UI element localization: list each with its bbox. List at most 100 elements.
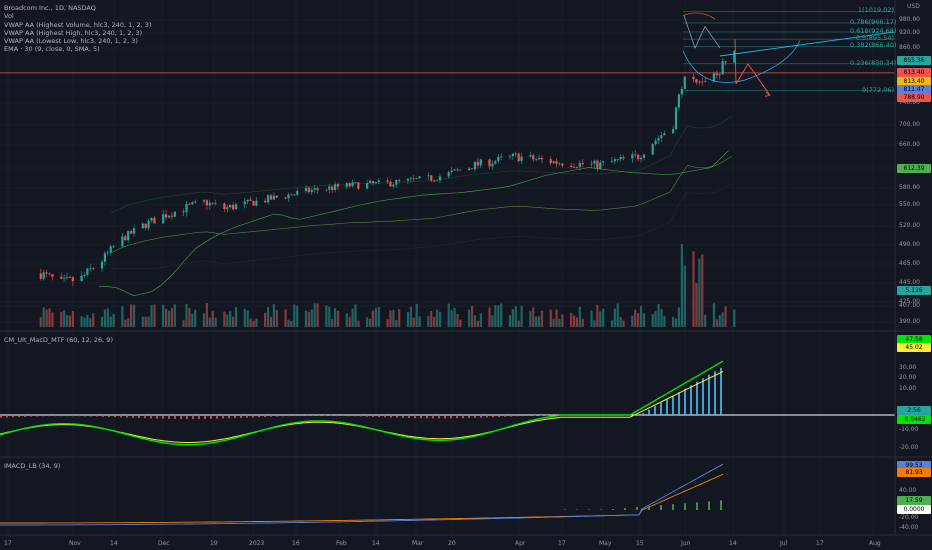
- macd-tick-label: 10.00: [899, 385, 917, 392]
- candle-body: [578, 162, 581, 168]
- candle-body: [60, 276, 63, 279]
- volume-bar: [354, 304, 357, 327]
- vwap-lower: [110, 183, 732, 270]
- macd-histogram-bar: [180, 415, 182, 420]
- volume-bar: [100, 316, 104, 327]
- fib-level-label: 0.5(895.54): [855, 34, 894, 43]
- candle-body: [680, 88, 683, 95]
- volume-bar: [596, 304, 599, 327]
- price-tick-label: 407.00: [899, 302, 920, 309]
- currency-label[interactable]: USD: [907, 3, 920, 10]
- volume-bar: [590, 310, 593, 327]
- macd-histogram-bar: [408, 415, 410, 419]
- volume-bar: [71, 310, 74, 327]
- macd-histogram-bar: [312, 415, 314, 416]
- imacd-title[interactable]: IMACD_LB (34, 9): [4, 462, 61, 470]
- price-badge: 612.39: [897, 164, 931, 173]
- volume-bar: [368, 318, 372, 327]
- candle-body: [106, 252, 109, 254]
- volume-bar: [433, 316, 436, 327]
- price-badge: 17.59: [897, 496, 931, 505]
- legend-ema[interactable]: EMA · 30 (9, close, 0, SMA, 5): [4, 45, 100, 54]
- volume-bar: [147, 316, 150, 327]
- macd-histogram-bar: [84, 415, 86, 417]
- volume-bar: [715, 319, 718, 327]
- time-tick-label: 14: [729, 540, 737, 547]
- candle-body: [415, 178, 418, 180]
- volume-bar: [211, 310, 214, 327]
- candle-body: [307, 187, 310, 193]
- volume-bar: [575, 317, 579, 327]
- macd-histogram-bar: [12, 415, 14, 418]
- candle-body: [639, 157, 643, 160]
- legend-title[interactable]: Broadcom Inc., 1D, NASDAQ: [4, 4, 96, 12]
- volume-bar: [167, 310, 171, 327]
- imacd-tick-label: 40.00: [899, 487, 917, 494]
- macd-histogram-bar: [666, 399, 668, 415]
- pane-separators[interactable]: [0, 0, 932, 536]
- legend-volume[interactable]: Vol: [4, 12, 14, 21]
- macd-histogram-bar: [24, 415, 26, 417]
- macd-histogram-bar: [222, 415, 224, 419]
- candle-body: [561, 163, 564, 166]
- volume-bar: [194, 309, 197, 327]
- macd-histogram-bar: [438, 415, 440, 419]
- imacd-histogram-bar: [588, 509, 590, 510]
- macd-histogram-bar: [360, 415, 362, 417]
- macd-histogram-bar: [108, 415, 110, 417]
- macd-histogram-bar: [516, 415, 518, 417]
- macd-title[interactable]: CM_Ult_MacD_MTF (60, 12, 26, 9): [4, 336, 113, 344]
- candle-body: [214, 203, 217, 205]
- imacd-histogram-bar: [564, 509, 566, 510]
- candle-body: [616, 159, 619, 160]
- volume-bar: [677, 307, 681, 327]
- candle-body: [479, 159, 482, 166]
- macd-signal-line: [0, 370, 724, 443]
- macd-tick-label: 20.00: [899, 374, 917, 381]
- candle-body: [80, 275, 83, 282]
- volume-bar: [651, 314, 654, 327]
- macd-histogram-bar: [426, 415, 428, 419]
- candle-body: [191, 202, 194, 205]
- volume-bar: [357, 320, 360, 327]
- volume-bar: [106, 308, 109, 327]
- candle-body: [447, 172, 450, 177]
- macd-histogram-bar: [54, 415, 56, 417]
- candle-body: [389, 181, 392, 187]
- candle-body: [438, 176, 442, 181]
- candle-body: [272, 195, 276, 200]
- macd-histogram-bar: [372, 415, 374, 417]
- volume-bar: [532, 307, 535, 327]
- volume-bar: [561, 314, 564, 327]
- macd-histogram-bar: [702, 378, 704, 415]
- candle-body: [103, 253, 107, 262]
- candle-body: [593, 160, 596, 164]
- time-tick-label: 17: [4, 540, 12, 547]
- candle-body: [575, 167, 579, 168]
- candle-body: [631, 154, 634, 159]
- volume-bar: [208, 317, 211, 327]
- candle-body: [698, 81, 701, 83]
- top-arc: [682, 12, 716, 20]
- macd-histogram-bar: [276, 415, 278, 417]
- macd-histogram-bar: [456, 415, 458, 419]
- legend-vwap-high[interactable]: VWAP AA (Highest High, hlc3, 240, 1, 2, …: [4, 28, 143, 37]
- legend-vwap-volume[interactable]: VWAP AA (Highest Volume, hlc3, 240, 1, 2…: [4, 20, 152, 29]
- legend-vwap-low[interactable]: VWAP AA (Lowest Low, hlc3, 240, 1, 2, 3): [4, 37, 138, 46]
- candle-body: [243, 201, 246, 205]
- candle-body: [695, 79, 698, 83]
- macd-histogram-bar: [504, 415, 506, 417]
- macd-histogram-bar: [660, 402, 662, 415]
- volume-bar: [266, 307, 270, 327]
- volume-bar: [535, 316, 538, 327]
- candle-body: [313, 188, 316, 190]
- candle-body: [86, 268, 89, 275]
- macd-histogram-bar: [270, 415, 272, 417]
- candle-body: [409, 178, 412, 180]
- candle-body: [167, 215, 171, 218]
- volume-bar: [162, 304, 165, 327]
- time-tick-label: May: [599, 540, 612, 547]
- volume-bar: [733, 309, 736, 327]
- candle-body: [211, 202, 214, 204]
